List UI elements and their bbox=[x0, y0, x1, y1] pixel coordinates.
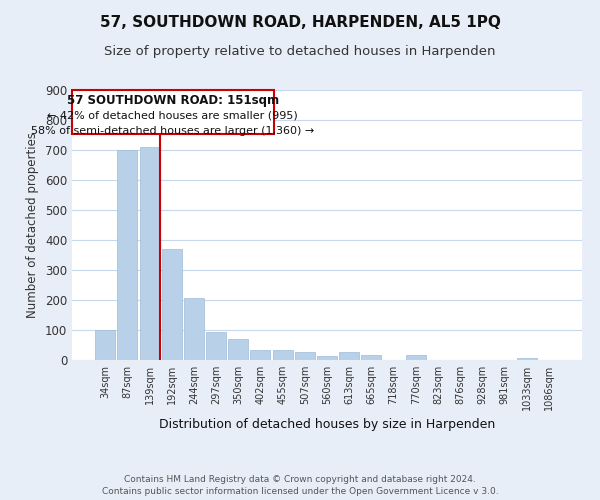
Bar bbox=[118, 150, 137, 360]
Text: 57, SOUTHDOWN ROAD, HARPENDEN, AL5 1PQ: 57, SOUTHDOWN ROAD, HARPENDEN, AL5 1PQ bbox=[100, 15, 500, 30]
Text: Size of property relative to detached houses in Harpenden: Size of property relative to detached ho… bbox=[104, 45, 496, 58]
Text: ← 42% of detached houses are smaller (995): ← 42% of detached houses are smaller (99… bbox=[47, 110, 298, 120]
Bar bbox=[272, 350, 293, 360]
Bar bbox=[339, 352, 359, 360]
Bar bbox=[206, 332, 226, 360]
Bar bbox=[295, 352, 315, 360]
Text: Contains HM Land Registry data © Crown copyright and database right 2024.: Contains HM Land Registry data © Crown c… bbox=[124, 474, 476, 484]
Bar bbox=[517, 358, 536, 360]
Bar bbox=[361, 354, 382, 360]
FancyBboxPatch shape bbox=[72, 90, 274, 134]
Bar bbox=[140, 147, 160, 360]
Bar bbox=[184, 298, 204, 360]
Text: Contains public sector information licensed under the Open Government Licence v : Contains public sector information licen… bbox=[101, 486, 499, 496]
Bar bbox=[95, 330, 115, 360]
Text: 57 SOUTHDOWN ROAD: 151sqm: 57 SOUTHDOWN ROAD: 151sqm bbox=[67, 94, 279, 107]
Text: 58% of semi-detached houses are larger (1,360) →: 58% of semi-detached houses are larger (… bbox=[31, 126, 314, 136]
Bar bbox=[317, 356, 337, 360]
Bar bbox=[162, 249, 182, 360]
Y-axis label: Number of detached properties: Number of detached properties bbox=[26, 132, 40, 318]
Bar bbox=[406, 354, 426, 360]
Bar bbox=[228, 339, 248, 360]
Bar bbox=[250, 350, 271, 360]
X-axis label: Distribution of detached houses by size in Harpenden: Distribution of detached houses by size … bbox=[159, 418, 495, 432]
